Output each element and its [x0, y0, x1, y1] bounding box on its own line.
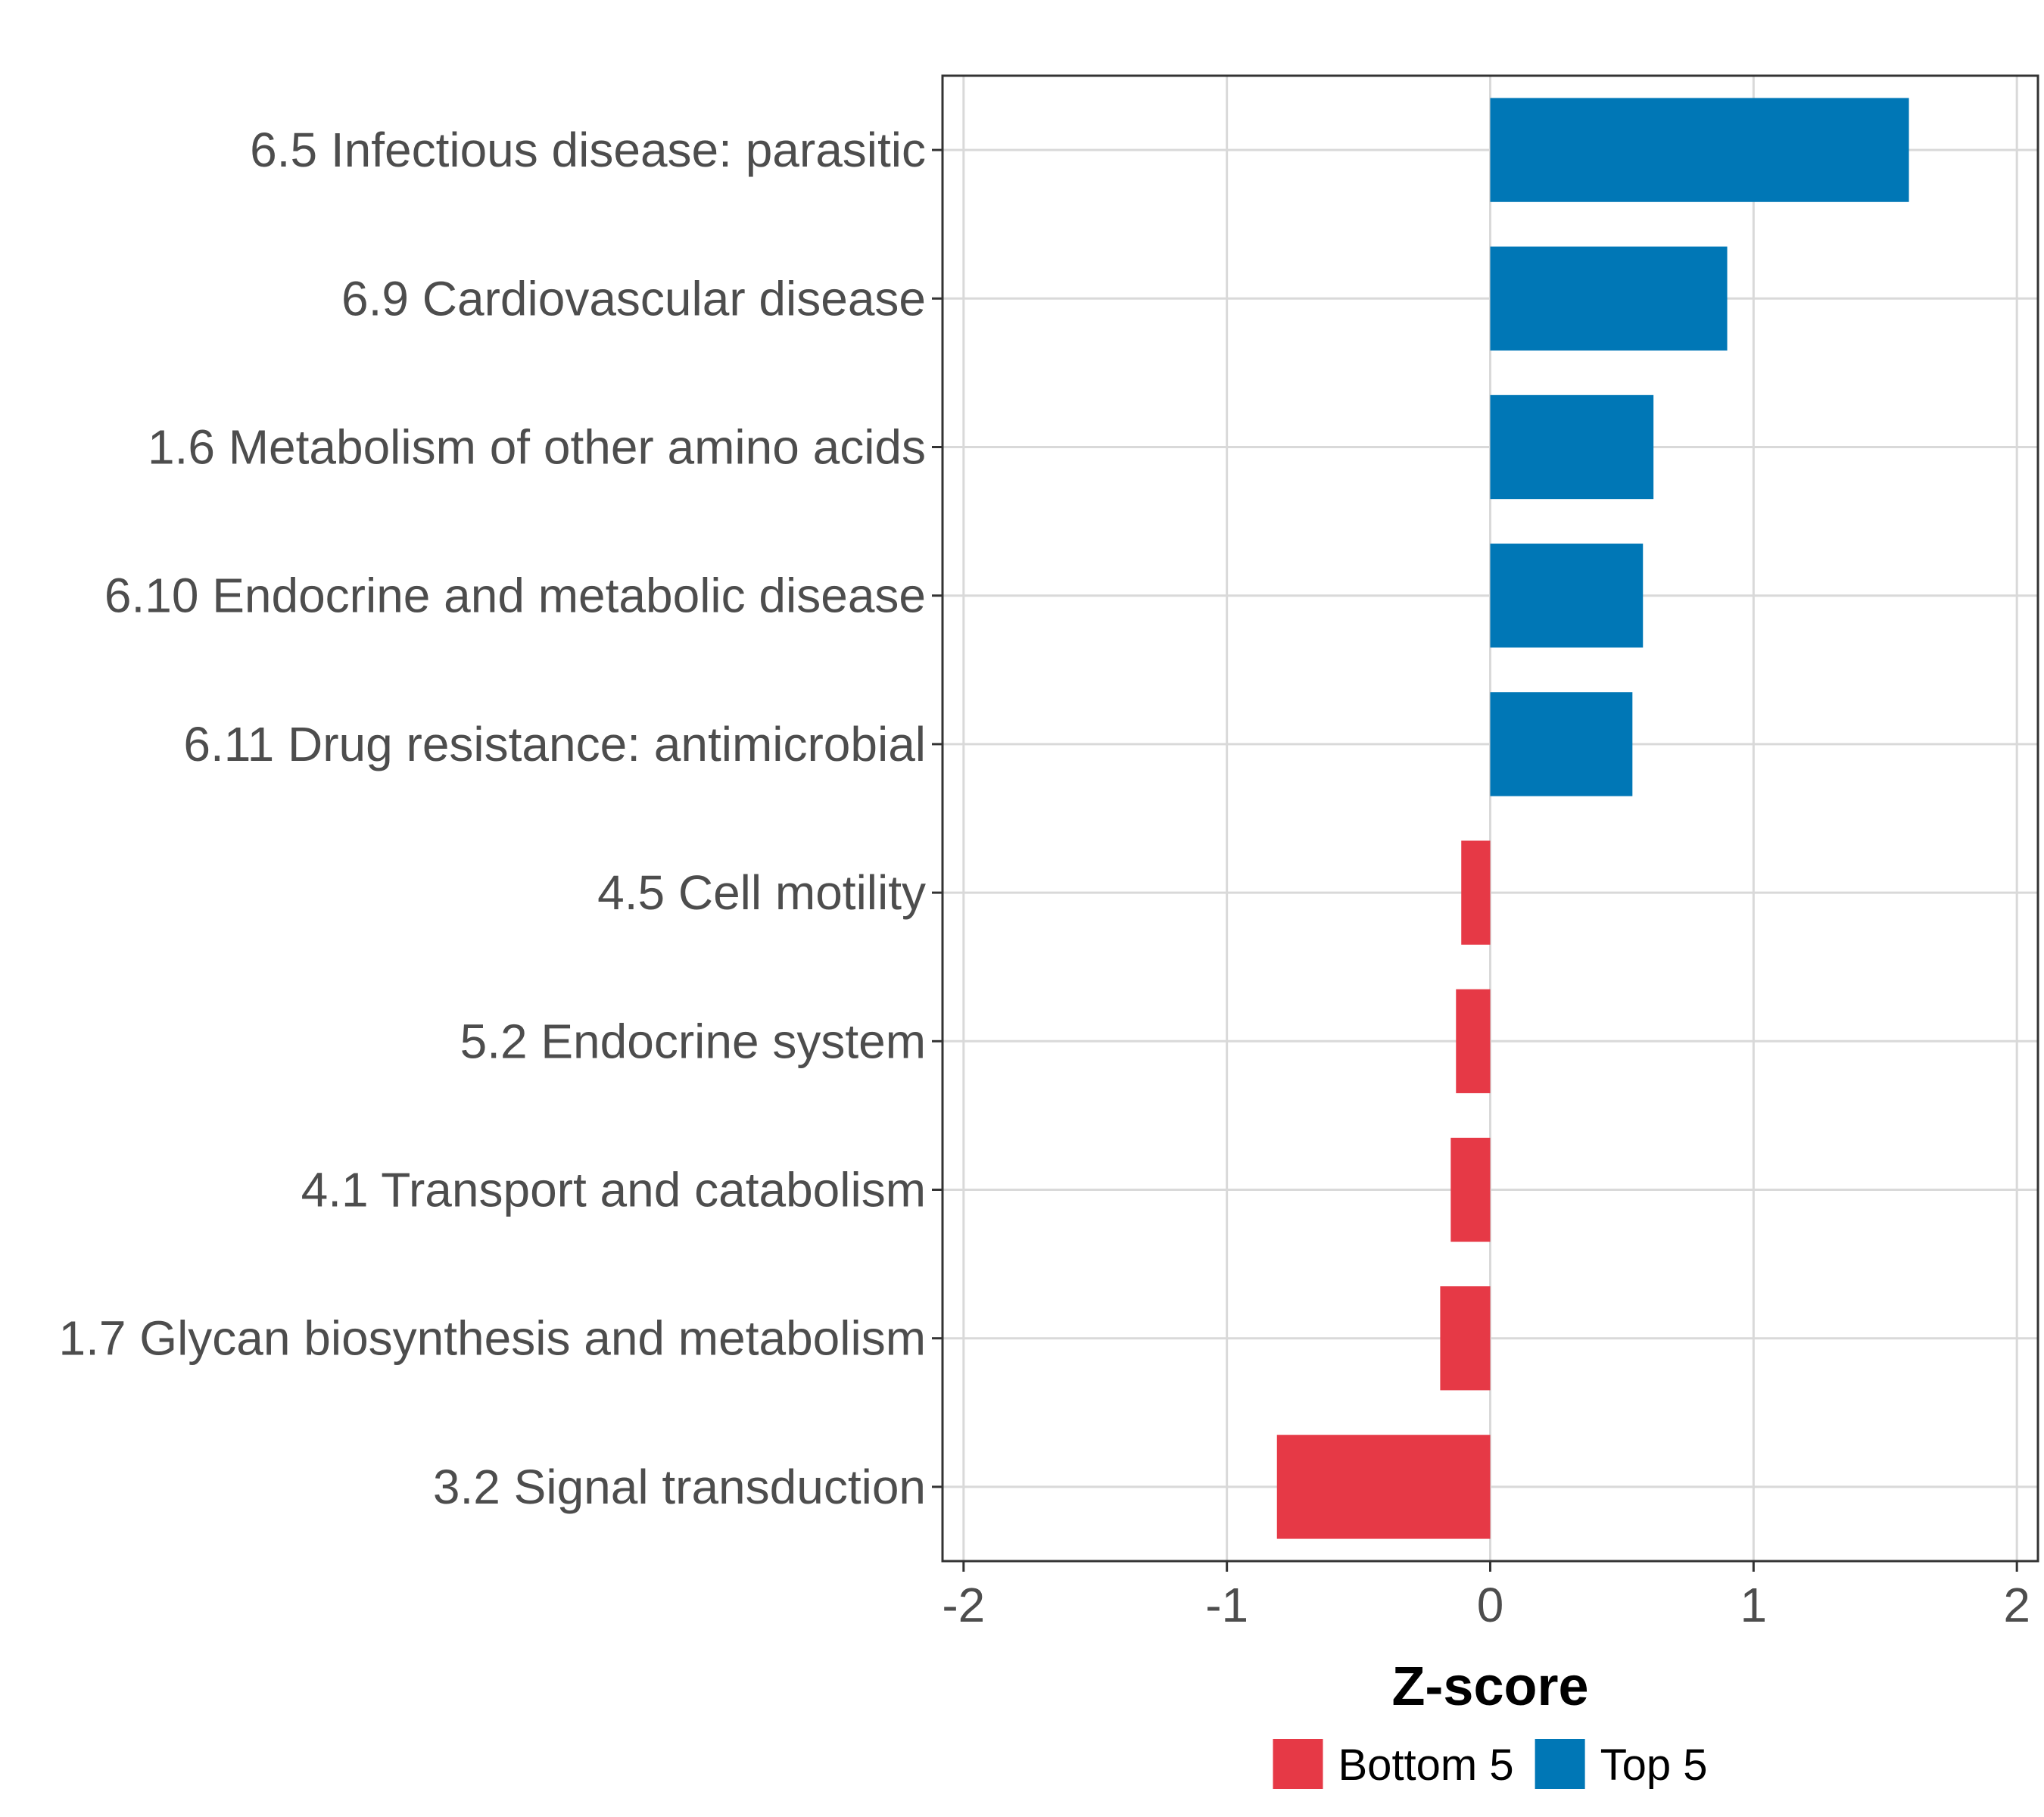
bar-7	[1456, 989, 1491, 1093]
bar-1	[1490, 98, 1909, 202]
bar-8	[1450, 1137, 1491, 1242]
bar-10	[1276, 1435, 1491, 1539]
x-tick-label: -2	[942, 1578, 985, 1632]
legend-label: Bottom 5	[1338, 1741, 1514, 1790]
category-label: 6.5 Infectious disease: parasitic	[250, 123, 926, 177]
legend-key-2	[1535, 1739, 1585, 1789]
category-label: 1.7 Glycan biosynthesis and metabolism	[59, 1311, 926, 1366]
bar-3	[1490, 394, 1654, 500]
category-label: 3.2 Signal transduction	[433, 1460, 926, 1514]
legend-key-1	[1273, 1739, 1323, 1789]
x-axis-title: Z-score	[1391, 1656, 1588, 1717]
x-tick-label: -1	[1205, 1578, 1248, 1632]
bar-2	[1490, 246, 1728, 351]
bar-6	[1461, 840, 1491, 945]
x-tick-label: 0	[1477, 1578, 1504, 1632]
x-axis-ticks: -2 -1 0 1 2	[942, 1561, 2030, 1632]
category-label: 6.9 Cardiovascular disease	[341, 271, 926, 326]
category-label: 6.10 Endocrine and metabolic disease	[104, 569, 926, 623]
category-label: 5.2 Endocrine system	[460, 1014, 926, 1068]
category-label: 4.1 Transport and catabolism	[301, 1163, 926, 1217]
category-label: 4.5 Cell motility	[597, 865, 926, 920]
category-label: 1.6 Metabolism of other amino acids	[148, 420, 926, 475]
category-label: 6.11 Drug resistance: antimicrobial	[183, 717, 926, 771]
legend: Bottom 5 Top 5	[1273, 1739, 1708, 1790]
y-axis-ticks: 6.5 Infectious disease: parasitic 6.9 Car…	[59, 123, 943, 1514]
legend-label: Top 5	[1600, 1741, 1708, 1790]
x-tick-label: 2	[2003, 1578, 2030, 1632]
bar-5	[1490, 692, 1633, 796]
bars	[1276, 98, 1909, 1539]
bar-9	[1440, 1286, 1491, 1391]
bar-4	[1490, 544, 1644, 648]
x-tick-label: 1	[1740, 1578, 1768, 1632]
